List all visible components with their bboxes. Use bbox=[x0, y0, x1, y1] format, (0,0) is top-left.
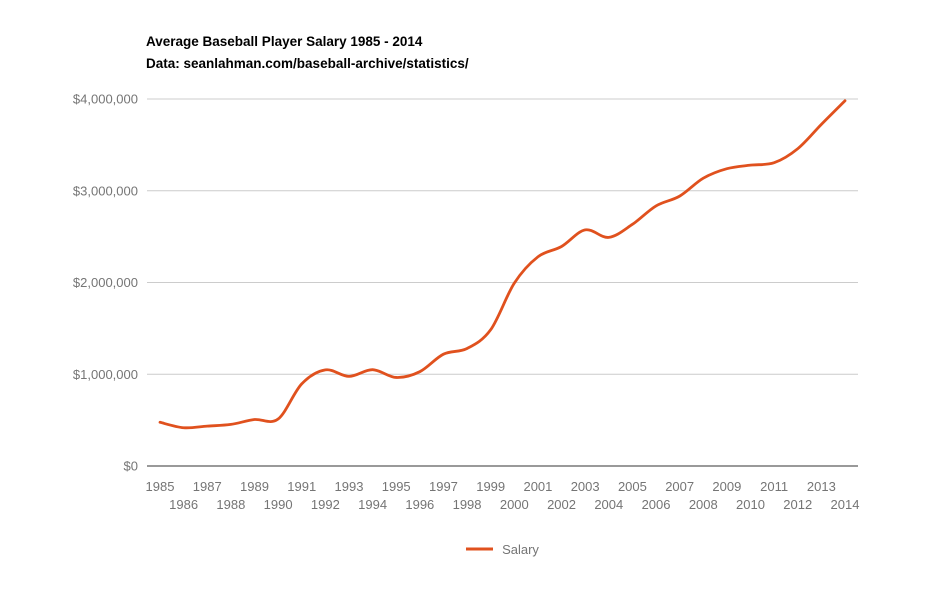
legend-swatch bbox=[466, 547, 494, 551]
x-tick-label: 2003 bbox=[571, 479, 600, 494]
x-tick-label: 1993 bbox=[335, 479, 364, 494]
x-tick-label: 2005 bbox=[618, 479, 647, 494]
x-tick-label: 1999 bbox=[476, 479, 505, 494]
x-tick-label: 2012 bbox=[783, 497, 812, 512]
x-tick-label: 1995 bbox=[382, 479, 411, 494]
x-tick-label: 1992 bbox=[311, 497, 340, 512]
title-block: Average Baseball Player Salary 1985 - 20… bbox=[146, 31, 469, 75]
x-tick-label: 2000 bbox=[500, 497, 529, 512]
chart-legend: Salary bbox=[147, 541, 858, 557]
salary-line-path bbox=[158, 99, 847, 430]
y-tick-label: $0 bbox=[124, 459, 138, 474]
x-tick-label: 1989 bbox=[240, 479, 269, 494]
x-tick-label: 1985 bbox=[146, 479, 175, 494]
x-tick-label: 2004 bbox=[594, 497, 623, 512]
x-tick-label: 1998 bbox=[453, 497, 482, 512]
x-tick-label: 2009 bbox=[712, 479, 741, 494]
chart-subtitle: Data: seanlahman.com/baseball-archive/st… bbox=[146, 56, 469, 71]
x-tick-label: 1996 bbox=[405, 497, 434, 512]
x-tick-label: 2013 bbox=[807, 479, 836, 494]
x-tick-label: 1987 bbox=[193, 479, 222, 494]
x-tick-label: 2008 bbox=[689, 497, 718, 512]
x-tick-label: 2007 bbox=[665, 479, 694, 494]
x-tick-label: 1997 bbox=[429, 479, 458, 494]
x-tick-label: 1986 bbox=[169, 497, 198, 512]
y-tick-label: $2,000,000 bbox=[73, 275, 138, 290]
x-tick-label: 2011 bbox=[760, 479, 788, 494]
x-tick-label: 1990 bbox=[264, 497, 293, 512]
x-tick-label: 2002 bbox=[547, 497, 576, 512]
x-tick-label: 1988 bbox=[216, 497, 245, 512]
x-tick-label: 1994 bbox=[358, 497, 387, 512]
x-tick-label: 1991 bbox=[287, 479, 316, 494]
x-tick-label: 2010 bbox=[736, 497, 765, 512]
y-tick-label: $1,000,000 bbox=[73, 367, 138, 382]
x-tick-label: 2014 bbox=[831, 497, 860, 512]
x-tick-label: 2001 bbox=[523, 479, 552, 494]
legend-label: Salary bbox=[502, 541, 539, 557]
x-tick-label: 2006 bbox=[642, 497, 671, 512]
y-tick-label: $3,000,000 bbox=[73, 183, 138, 198]
chart-title: Average Baseball Player Salary 1985 - 20… bbox=[146, 34, 423, 49]
y-tick-label: $4,000,000 bbox=[73, 92, 138, 107]
